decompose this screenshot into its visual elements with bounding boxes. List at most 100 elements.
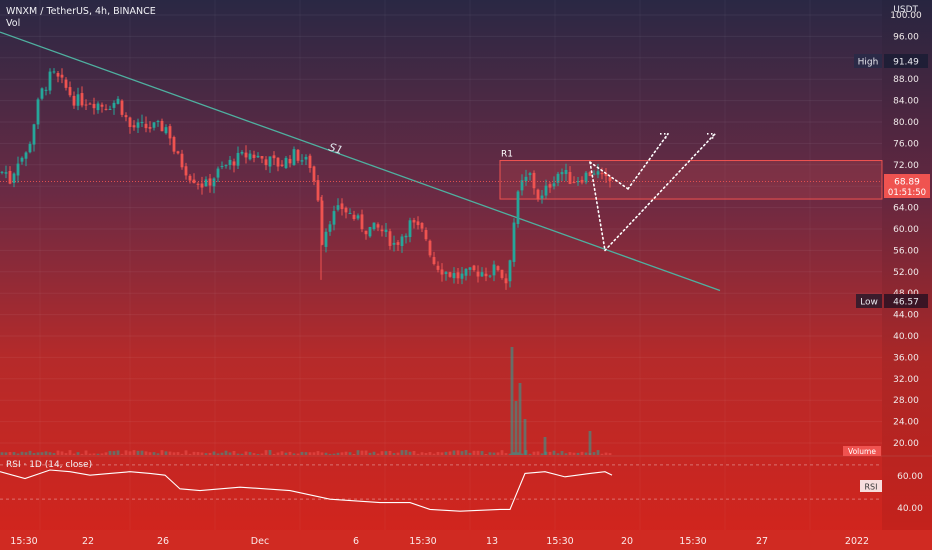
candle-body xyxy=(252,154,256,158)
volume-bar xyxy=(24,452,28,455)
rsi-badge-box xyxy=(860,480,882,492)
candle-body xyxy=(596,171,600,175)
volume-bar xyxy=(184,450,188,455)
candle-body xyxy=(600,172,604,175)
volume-bar xyxy=(212,451,216,455)
volume-bar xyxy=(380,451,384,455)
volume-bar xyxy=(232,450,236,455)
candle-body xyxy=(408,220,412,237)
candle-body xyxy=(476,271,480,277)
volume-bar xyxy=(44,451,48,455)
candle-body xyxy=(444,272,448,274)
volume-bar xyxy=(164,451,168,455)
candle-body xyxy=(192,179,196,184)
projection-arrows[interactable] xyxy=(589,132,717,252)
volume-indicator-label[interactable]: Vol xyxy=(6,18,20,29)
volume-bar xyxy=(92,453,96,455)
candle-body xyxy=(132,125,136,128)
price-tick-label: 80.00 xyxy=(893,118,919,128)
volume-bar xyxy=(532,451,536,455)
volume-bar xyxy=(564,453,568,455)
volume-bar xyxy=(336,452,340,455)
candle-body xyxy=(256,155,260,158)
volume-bar xyxy=(76,452,80,455)
resistance-zone[interactable] xyxy=(499,160,883,200)
grid-lines xyxy=(0,0,882,530)
volume-bar xyxy=(104,452,108,455)
trendline[interactable] xyxy=(0,31,721,292)
volume-bar xyxy=(448,451,452,455)
price-axis[interactable] xyxy=(882,0,932,530)
rsi-line[interactable] xyxy=(0,469,613,512)
rsi-title[interactable]: RSI · 1D (14, close) xyxy=(6,460,92,470)
volume-bar xyxy=(4,452,8,455)
candle-body xyxy=(400,236,404,247)
volume-bar xyxy=(320,452,324,455)
candle-body xyxy=(324,231,328,247)
rsi-tick-60: 60.00 xyxy=(897,472,923,482)
projection-segment xyxy=(589,161,606,252)
candle-body xyxy=(216,168,220,178)
candle-body xyxy=(8,171,12,184)
volume-bar xyxy=(392,453,396,455)
price-tick-label: 28.00 xyxy=(893,396,919,406)
volume-bar xyxy=(16,453,20,455)
volume-bar xyxy=(444,451,448,455)
candle-body xyxy=(524,176,528,182)
volume-bar xyxy=(432,453,436,455)
price-tick-label: 64.00 xyxy=(893,204,919,214)
candle-body xyxy=(36,99,40,125)
symbol-title[interactable]: WNXM / TetherUS, 4h, BINANCE xyxy=(6,6,156,17)
volume-bar xyxy=(496,452,500,455)
volume-bar xyxy=(268,450,272,455)
candle-body xyxy=(564,169,568,175)
candle-body xyxy=(224,165,228,167)
volume-bar xyxy=(224,450,228,455)
candle-body xyxy=(284,157,288,169)
candle-body xyxy=(388,231,392,246)
time-tick-label: 2022 xyxy=(845,536,869,547)
price-tick-label: 40.00 xyxy=(893,332,919,342)
volume-bar xyxy=(348,452,352,455)
candle-body xyxy=(104,108,108,110)
volume-bar xyxy=(312,452,316,455)
volume-bar xyxy=(296,453,300,455)
volume-bar xyxy=(584,452,588,455)
volume-bar xyxy=(596,450,600,455)
volume-bar xyxy=(276,452,280,455)
candle-body xyxy=(180,153,184,168)
candle-body xyxy=(516,191,520,224)
volume-bar xyxy=(240,453,244,455)
volume-bar xyxy=(248,452,252,455)
candle-body xyxy=(332,211,336,225)
high-value: 91.49 xyxy=(893,58,919,68)
candle-body xyxy=(360,214,364,230)
volume-bar xyxy=(36,452,40,455)
volume-bar xyxy=(332,453,336,455)
candle-body xyxy=(152,122,156,128)
candle-body xyxy=(276,157,280,167)
last-price-value: 68.89 xyxy=(894,178,920,188)
volume-bar xyxy=(400,450,404,455)
volume-bar xyxy=(60,451,64,455)
volume-badge: Volume xyxy=(848,447,876,456)
volume-bar xyxy=(428,452,432,455)
rsi-badge: RSI xyxy=(865,483,878,492)
time-axis[interactable] xyxy=(0,530,932,550)
candle-body xyxy=(552,183,556,187)
price-axis-ticks: 20.0024.0028.0032.0036.0040.0044.0048.00… xyxy=(890,11,922,449)
volume-bar xyxy=(256,453,260,455)
candle-body xyxy=(32,124,36,145)
volume-bar xyxy=(404,450,408,455)
volume-bar xyxy=(148,452,152,455)
volume-bar xyxy=(112,451,116,455)
candle-body xyxy=(588,172,592,176)
volume-spike xyxy=(510,347,514,455)
candle-body xyxy=(144,123,148,129)
candle-body xyxy=(96,103,100,111)
candle-body xyxy=(304,156,308,160)
candle-body xyxy=(168,126,172,139)
volume-bar xyxy=(188,453,192,455)
volume-bar xyxy=(144,451,148,455)
